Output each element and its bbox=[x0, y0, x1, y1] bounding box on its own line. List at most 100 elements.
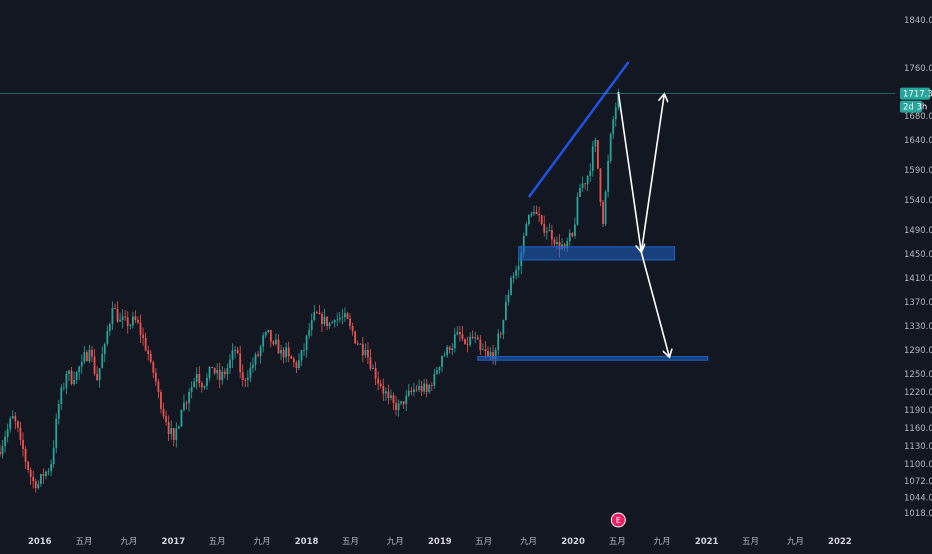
event-flag-icon[interactable] bbox=[610, 512, 626, 528]
candle-body bbox=[333, 320, 336, 323]
candle bbox=[361, 336, 364, 363]
candle-body bbox=[78, 366, 81, 373]
candle-body bbox=[142, 334, 144, 338]
candle-body bbox=[305, 335, 308, 350]
candle bbox=[428, 383, 431, 394]
candle bbox=[482, 343, 484, 351]
candle-body bbox=[239, 353, 242, 373]
candle-body bbox=[24, 448, 27, 462]
projection-arrow[interactable] bbox=[640, 94, 664, 253]
candle-body bbox=[277, 339, 280, 354]
candle-body bbox=[193, 381, 196, 388]
candle bbox=[326, 316, 328, 330]
candle-body bbox=[522, 235, 525, 253]
candle bbox=[346, 311, 349, 320]
candle-body bbox=[144, 338, 147, 351]
candle-body bbox=[423, 383, 426, 392]
candle bbox=[236, 346, 239, 354]
x-tick-label: 五月 bbox=[209, 537, 226, 547]
candle bbox=[39, 473, 42, 487]
candle-body bbox=[11, 416, 14, 419]
candle-body bbox=[195, 374, 198, 382]
candle-body bbox=[236, 350, 239, 354]
candle-body bbox=[226, 368, 229, 375]
candle bbox=[328, 321, 331, 329]
candle-body bbox=[208, 366, 211, 378]
candle bbox=[517, 258, 520, 278]
candle-body bbox=[377, 378, 380, 384]
candle bbox=[108, 322, 111, 336]
candle-body bbox=[425, 383, 428, 392]
candle bbox=[384, 387, 387, 401]
candle-body bbox=[374, 368, 377, 379]
candle-body bbox=[461, 334, 464, 339]
candle-body bbox=[367, 350, 369, 358]
time-axis[interactable]: 2016 五月 九月 2017 五月 九月 2018 五月 九月 2019 五月 九月 2020 五月 九月… bbox=[28, 537, 852, 547]
support-zone[interactable] bbox=[518, 246, 676, 261]
candle-body bbox=[101, 354, 104, 369]
candle-body bbox=[497, 333, 500, 350]
candle-body bbox=[573, 224, 576, 236]
candle-body bbox=[103, 344, 106, 355]
candle bbox=[121, 309, 124, 329]
candle-body bbox=[372, 368, 374, 370]
candle bbox=[154, 368, 157, 386]
candle-body bbox=[152, 362, 155, 373]
candle bbox=[195, 367, 198, 390]
projection-arrow[interactable] bbox=[617, 91, 641, 252]
candle-body bbox=[581, 183, 584, 188]
candle-body bbox=[203, 386, 206, 388]
candle-body bbox=[52, 447, 55, 464]
candle-body bbox=[356, 343, 359, 345]
candle-body bbox=[221, 371, 224, 380]
y-tick-label: 1018.00 bbox=[904, 509, 932, 519]
x-tick-label: 九月 bbox=[387, 537, 404, 547]
candle bbox=[282, 347, 285, 364]
resistance-trendline[interactable] bbox=[527, 61, 630, 198]
candle bbox=[469, 332, 472, 347]
candle-body bbox=[528, 215, 530, 224]
x-tick-label: 九月 bbox=[654, 537, 671, 547]
candle-body bbox=[190, 387, 193, 392]
x-tick-label: 2018 bbox=[295, 537, 319, 547]
candle-body bbox=[326, 316, 328, 326]
candle-body bbox=[612, 119, 615, 134]
candle-body bbox=[139, 322, 142, 335]
candle bbox=[170, 420, 173, 440]
candle-body bbox=[252, 364, 254, 368]
y-tick-label: 1220.00 bbox=[904, 388, 932, 398]
candle bbox=[576, 192, 579, 226]
y-tick-label: 1450.00 bbox=[904, 250, 932, 260]
y-tick-label: 1760.00 bbox=[904, 64, 932, 74]
candle bbox=[252, 357, 254, 373]
candle bbox=[392, 392, 395, 411]
candle-body bbox=[241, 372, 244, 380]
projection-arrow[interactable] bbox=[640, 251, 669, 357]
candle-body bbox=[563, 244, 566, 248]
candle-body bbox=[213, 368, 216, 374]
support-zone[interactable] bbox=[477, 356, 709, 361]
candle-body bbox=[568, 233, 571, 242]
price-axis[interactable]: 1840.00 1760.00 1680.00 1640.00 1590.00 1540.… bbox=[904, 16, 932, 519]
candle bbox=[1, 440, 4, 459]
candle-body bbox=[65, 374, 68, 388]
candle bbox=[528, 214, 530, 227]
economic-event-marker[interactable]: E bbox=[610, 512, 626, 528]
candle bbox=[303, 343, 305, 356]
x-tick-label: 2019 bbox=[428, 537, 452, 547]
candle bbox=[438, 366, 441, 375]
candle bbox=[9, 416, 12, 433]
candle-body bbox=[589, 170, 592, 176]
candle bbox=[530, 211, 533, 218]
candle-body bbox=[510, 278, 512, 295]
candle-body bbox=[438, 366, 441, 371]
candle-body bbox=[535, 212, 538, 215]
candle-body bbox=[474, 337, 477, 339]
candle-body bbox=[249, 368, 252, 378]
candle-body bbox=[591, 146, 594, 171]
candle-body bbox=[4, 437, 7, 447]
drawing-annotations[interactable] bbox=[477, 61, 709, 361]
